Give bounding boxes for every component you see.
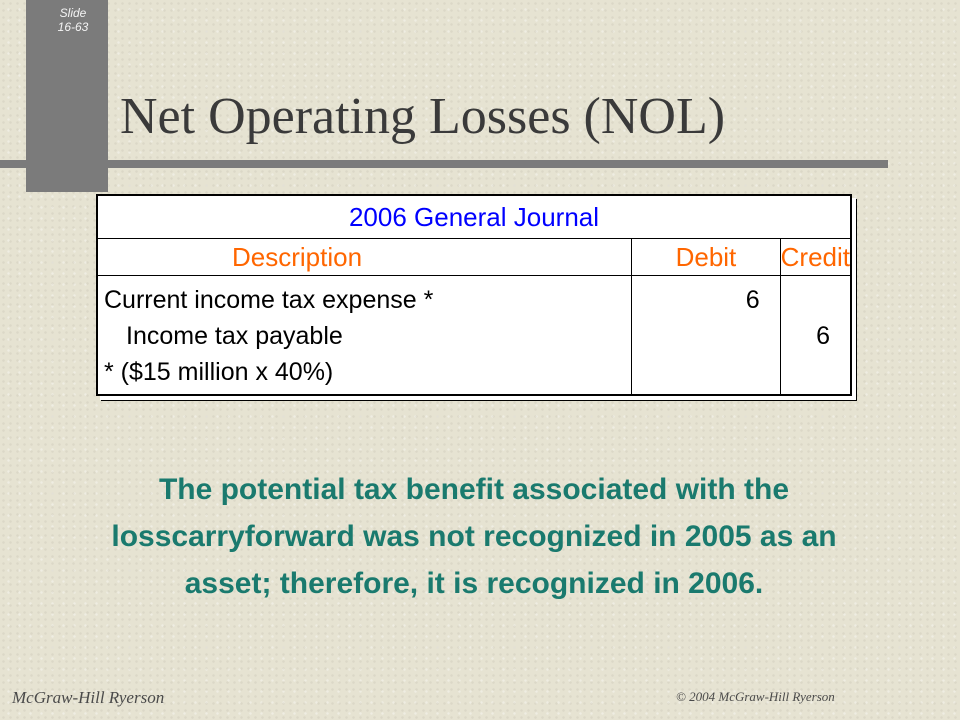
slide-number-value: 16-63 [57, 20, 89, 34]
general-journal-table: 2006 General Journal Description Debit C… [96, 194, 852, 396]
row-description: Income tax payable [96, 318, 633, 354]
row-debit [631, 354, 781, 395]
table-row: * ($15 million x 40%) [96, 354, 852, 395]
column-header-credit: Credit [779, 238, 852, 276]
row-credit [779, 275, 852, 318]
row-credit [779, 354, 852, 395]
journal-title-row: 2006 General Journal [96, 194, 852, 239]
row-debit: 6 [631, 275, 781, 318]
slide-number: Slide 16-63 [48, 6, 98, 34]
footer-publisher: McGraw-Hill Ryerson [12, 688, 165, 707]
table-row: Current income tax expense * 6 [96, 275, 852, 318]
title-underline [0, 160, 888, 168]
row-debit [631, 318, 781, 354]
row-credit: 6 [779, 318, 852, 354]
column-header-debit: Debit [631, 238, 781, 276]
explanation-text: The potential tax benefit associated wit… [111, 473, 837, 600]
row-description: * ($15 million x 40%) [96, 354, 633, 395]
slide-label: Slide [59, 6, 87, 20]
column-header-description: Description [96, 238, 633, 276]
row-description: Current income tax expense * [96, 275, 633, 318]
slide-title: Net Operating Losses (NOL) [120, 88, 726, 145]
column-header-row: Description Debit Credit [96, 238, 852, 276]
table-row: Income tax payable 6 [96, 318, 852, 354]
journal-title: 2006 General Journal [96, 194, 852, 239]
footer-copyright: © 2004 McGraw-Hill Ryerson [676, 689, 835, 704]
